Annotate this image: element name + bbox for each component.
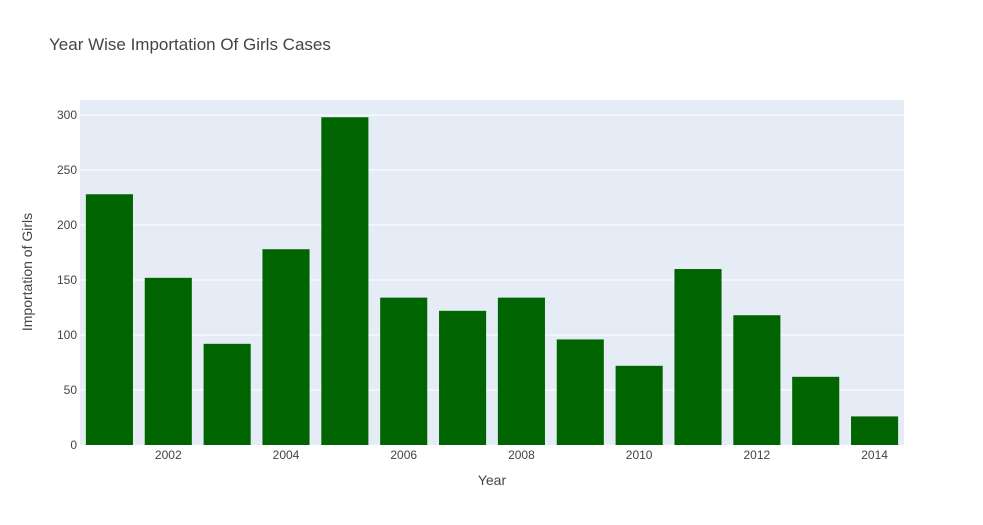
bar-2007	[439, 310, 487, 445]
bar-2014	[851, 416, 899, 445]
chart-title: Year Wise Importation Of Girls Cases	[49, 35, 331, 54]
y-tick-label: 0	[70, 438, 77, 452]
x-tick-label: 2012	[744, 448, 771, 462]
x-tick-label: 2004	[273, 448, 300, 462]
bar-2010	[615, 365, 663, 445]
bar-2009	[556, 339, 604, 445]
bar-2011	[674, 269, 722, 445]
bar-2004	[262, 249, 310, 445]
y-tick-label: 300	[57, 108, 77, 122]
x-tick-label: 2006	[390, 448, 417, 462]
x-tick-label: 2010	[626, 448, 653, 462]
y-tick-label: 100	[57, 328, 77, 342]
bar-2008	[497, 297, 545, 445]
x-tick-label: 2008	[508, 448, 535, 462]
x-axis-label: Year	[478, 472, 507, 488]
y-tick-label: 200	[57, 218, 77, 232]
y-tick-label: 250	[57, 163, 77, 177]
x-tick-label: 2014	[861, 448, 888, 462]
bar-2006	[380, 297, 428, 445]
bar-2002	[144, 277, 192, 445]
bar-2005	[321, 117, 369, 446]
y-tick-label: 50	[64, 383, 78, 397]
bar-2003	[203, 343, 251, 445]
bar-2001	[85, 194, 133, 445]
y-axis-ticks: 0 50 100 150 200 250 300	[57, 108, 77, 452]
x-tick-label: 2002	[155, 448, 182, 462]
y-tick-label: 150	[57, 273, 77, 287]
y-axis-label: Importation of Girls	[19, 213, 35, 331]
bar-2013	[792, 376, 840, 445]
bar-2012	[733, 315, 781, 445]
bars	[85, 117, 899, 446]
x-axis-ticks: 2002 2004 2006 2008 2010 2012 2014	[155, 448, 888, 462]
